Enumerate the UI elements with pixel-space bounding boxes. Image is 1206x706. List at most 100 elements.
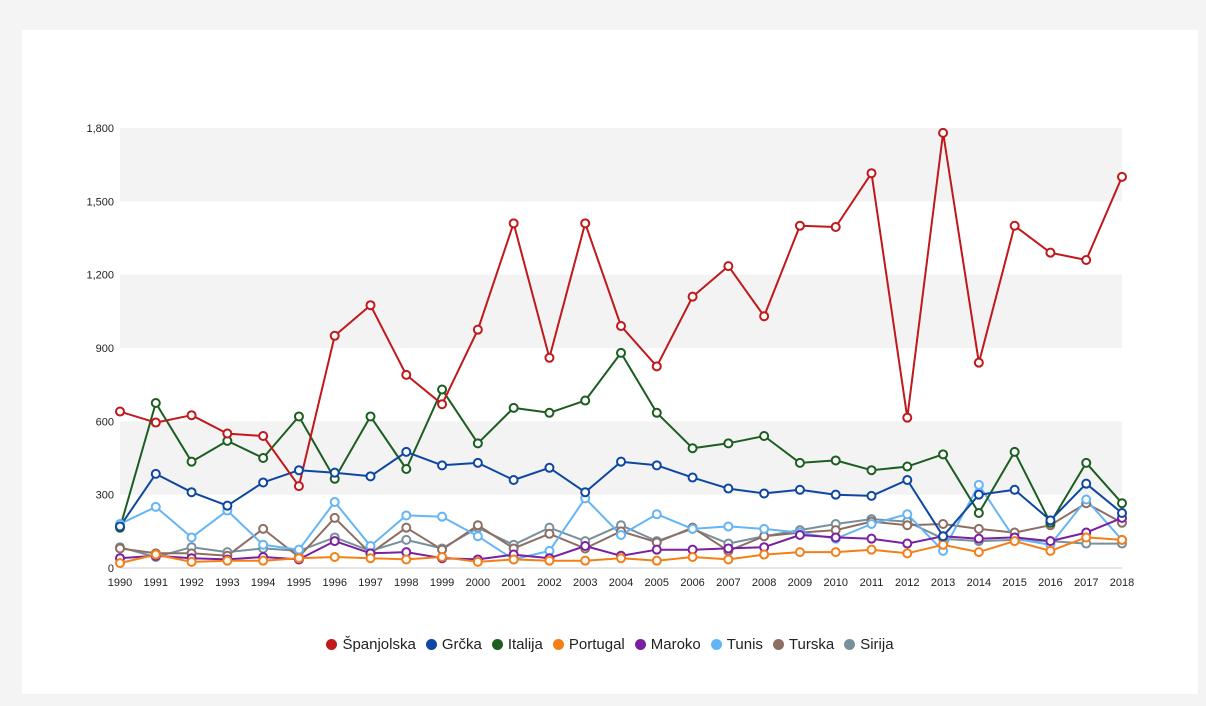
legend-item[interactable]: Italija (491, 636, 543, 653)
data-point[interactable] (616, 553, 626, 564)
data-point[interactable] (293, 553, 304, 564)
data-point[interactable] (1117, 498, 1127, 509)
data-point[interactable] (794, 530, 805, 540)
data-point[interactable] (115, 558, 125, 569)
data-point[interactable] (1045, 536, 1056, 547)
data-point[interactable] (472, 520, 483, 531)
data-point[interactable] (115, 521, 125, 532)
data-point[interactable] (1045, 515, 1056, 526)
data-point[interactable] (401, 522, 412, 533)
data-point[interactable] (938, 519, 949, 529)
data-point[interactable] (150, 417, 161, 428)
data-point[interactable] (437, 460, 448, 471)
legend-item[interactable]: Sirija (844, 636, 894, 653)
data-point[interactable] (973, 479, 984, 490)
data-point[interactable] (437, 552, 448, 562)
data-point[interactable] (651, 509, 662, 520)
data-point[interactable] (902, 475, 913, 485)
data-point[interactable] (293, 481, 304, 492)
data-point[interactable] (544, 555, 555, 566)
data-point[interactable] (687, 472, 698, 483)
data-point[interactable] (938, 127, 949, 138)
data-point[interactable] (150, 468, 161, 479)
data-point[interactable] (508, 218, 519, 229)
data-point[interactable] (616, 456, 626, 467)
data-point[interactable] (759, 549, 770, 560)
data-point[interactable] (186, 532, 197, 543)
legend-item[interactable]: Portugal (552, 636, 625, 653)
data-point[interactable] (437, 384, 448, 395)
data-point[interactable] (365, 411, 376, 422)
data-point[interactable] (830, 547, 841, 558)
data-point[interactable] (902, 461, 913, 472)
data-point[interactable] (401, 369, 412, 380)
data-point[interactable] (759, 523, 770, 534)
data-point[interactable] (794, 484, 805, 495)
data-point[interactable] (723, 543, 734, 554)
data-point[interactable] (329, 512, 340, 523)
data-point[interactable] (401, 464, 412, 474)
data-point[interactable] (902, 412, 913, 423)
data-point[interactable] (258, 523, 269, 534)
data-point[interactable] (938, 449, 949, 460)
data-point[interactable] (1081, 494, 1092, 505)
data-point[interactable] (1009, 536, 1020, 547)
data-point[interactable] (938, 539, 949, 550)
data-point[interactable] (651, 407, 662, 418)
data-point[interactable] (616, 530, 626, 540)
data-point[interactable] (651, 460, 662, 471)
data-point[interactable] (329, 467, 340, 478)
data-point[interactable] (580, 218, 591, 229)
data-point[interactable] (794, 547, 805, 558)
data-point[interactable] (472, 457, 483, 468)
data-point[interactable] (830, 489, 841, 500)
data-point[interactable] (401, 446, 412, 457)
data-point[interactable] (1009, 220, 1020, 231)
data-point[interactable] (973, 508, 984, 518)
data-point[interactable] (1081, 532, 1092, 543)
data-point[interactable] (616, 321, 626, 331)
data-point[interactable] (186, 456, 197, 467)
data-point[interactable] (902, 538, 913, 549)
data-point[interactable] (329, 552, 340, 562)
data-point[interactable] (293, 465, 304, 476)
data-point[interactable] (723, 483, 734, 494)
data-point[interactable] (258, 477, 269, 488)
data-point[interactable] (258, 431, 269, 441)
data-point[interactable] (544, 407, 555, 418)
data-point[interactable] (186, 487, 197, 498)
data-point[interactable] (580, 555, 591, 566)
data-point[interactable] (687, 443, 698, 454)
data-point[interactable] (401, 510, 412, 521)
data-point[interactable] (401, 554, 412, 565)
data-point[interactable] (329, 330, 340, 341)
data-point[interactable] (830, 455, 841, 466)
data-point[interactable] (437, 399, 448, 410)
data-point[interactable] (902, 520, 913, 531)
data-point[interactable] (115, 543, 125, 554)
data-point[interactable] (580, 487, 591, 498)
data-point[interactable] (115, 406, 125, 417)
data-point[interactable] (1117, 508, 1127, 518)
data-point[interactable] (651, 361, 662, 372)
data-point[interactable] (973, 533, 984, 544)
legend-item[interactable]: Tunis (710, 636, 763, 653)
data-point[interactable] (508, 554, 519, 565)
data-point[interactable] (1117, 534, 1127, 545)
data-point[interactable] (329, 497, 340, 507)
data-point[interactable] (150, 501, 161, 512)
data-point[interactable] (830, 222, 841, 232)
data-point[interactable] (329, 536, 340, 547)
data-point[interactable] (401, 534, 412, 545)
data-point[interactable] (794, 220, 805, 231)
data-point[interactable] (759, 431, 770, 441)
data-point[interactable] (222, 428, 233, 439)
data-point[interactable] (258, 539, 269, 550)
data-point[interactable] (973, 489, 984, 500)
data-point[interactable] (472, 438, 483, 449)
data-point[interactable] (544, 352, 555, 363)
data-point[interactable] (616, 347, 626, 358)
data-point[interactable] (1081, 478, 1092, 489)
data-point[interactable] (866, 533, 877, 544)
data-point[interactable] (687, 552, 698, 562)
